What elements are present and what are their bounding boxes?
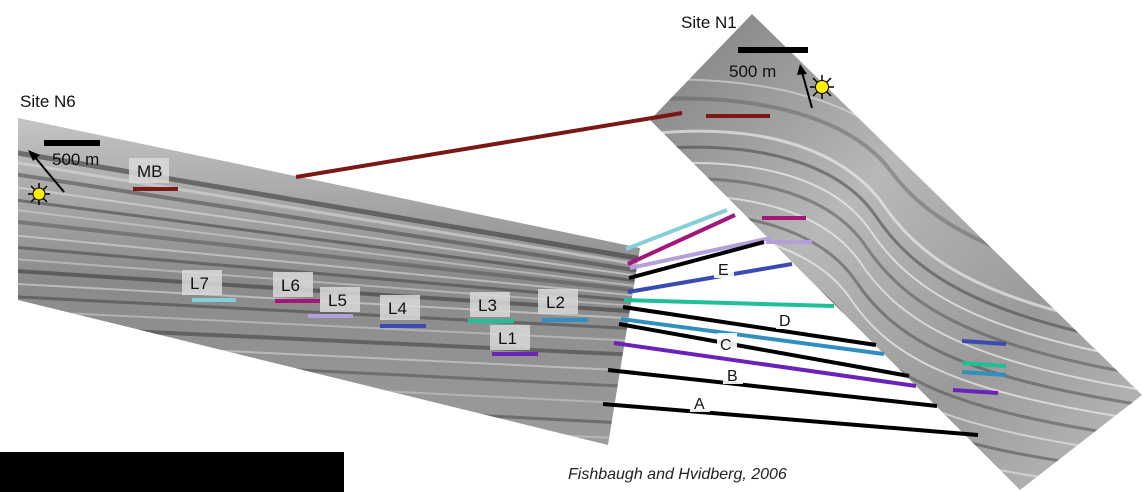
a-correlation-line (602, 402, 979, 437)
l4-correlation-line (627, 262, 793, 294)
layer-label: L6 (281, 276, 300, 295)
l3-correlation-line (623, 298, 835, 308)
layer-label: L2 (546, 293, 565, 312)
label-b: B (727, 368, 738, 385)
layer-l6: L6 (273, 272, 320, 303)
scale-bar-n6 (44, 140, 100, 146)
label-a: A (694, 396, 705, 413)
layer-label: L5 (328, 291, 347, 310)
scale-text-n1: 500 m (729, 62, 776, 81)
layer-l1: L1 (490, 325, 538, 356)
layer-l4: L4 (380, 295, 426, 328)
color-correlation-lines (613, 208, 917, 388)
site-n6-label: Site N6 (20, 92, 76, 111)
label-c: C (720, 337, 732, 354)
site-n1-image (650, 14, 1142, 490)
d-correlation-line (622, 305, 877, 347)
redaction-box (0, 452, 344, 492)
sun-arrow-n6 (28, 150, 65, 205)
label-d: D (779, 313, 791, 330)
b-correlation-line (607, 368, 938, 408)
layer-l5: L5 (308, 287, 360, 318)
black-correlation-lines (602, 240, 979, 437)
l6-correlation-line (627, 213, 736, 266)
c-correlation-line (618, 322, 910, 378)
l7-correlation-line (625, 208, 728, 251)
site-n1-label: Site N1 (681, 13, 737, 32)
layer-l3: L3 (468, 292, 514, 323)
layer-label: MB (137, 162, 163, 181)
layer-label: L1 (498, 329, 517, 348)
n1-markers (762, 216, 1007, 395)
l2-correlation-line (620, 317, 885, 356)
citation: Fishbaugh and Hvidberg, 2006 (568, 466, 787, 483)
l5-correlation-line (629, 236, 772, 270)
n1-marker-l1 (952, 388, 999, 395)
layer-mb: MB (129, 158, 178, 191)
mb-correlation-line (295, 111, 683, 179)
scale-text-n6: 500 m (52, 150, 99, 169)
e-correlation-line (628, 240, 765, 280)
layer-label: L7 (190, 274, 209, 293)
layer-l7: L7 (182, 270, 236, 302)
sun-arrow-n1 (797, 64, 834, 109)
n1-marker-l3 (961, 361, 1007, 368)
label-e: E (718, 262, 729, 279)
sun-icon (810, 75, 834, 99)
sun-icon (28, 183, 50, 205)
layer-label: L3 (478, 296, 497, 315)
n1-marker-l2 (961, 370, 1007, 377)
l1-correlation-line (613, 341, 917, 388)
n1-marker-l4 (961, 339, 1007, 346)
layer-l2: L2 (538, 289, 588, 322)
layer-label: L4 (388, 299, 407, 318)
scale-bar-n1 (738, 47, 808, 53)
